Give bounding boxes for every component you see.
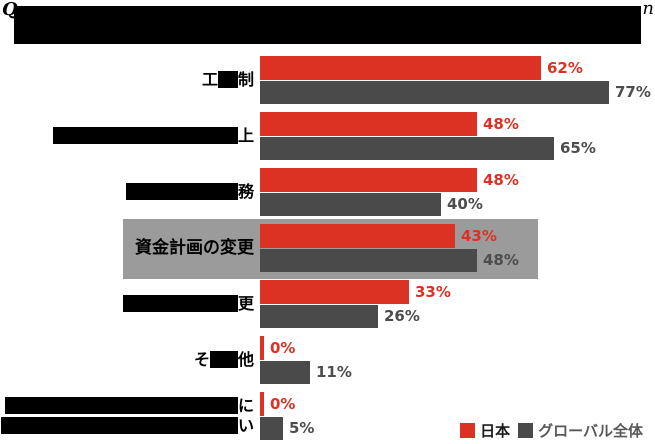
- label-redaction-box: [52, 127, 238, 144]
- global-line: 26%: [260, 305, 655, 328]
- category-label-text: 更: [237, 294, 254, 313]
- global-bar: [260, 81, 609, 104]
- japan-bar: [260, 392, 264, 416]
- chart-row-0: 工制 62% 77%: [0, 56, 655, 104]
- japan-value: 62%: [547, 58, 583, 77]
- japan-value: 48%: [483, 114, 519, 133]
- category-label-text: に: [237, 396, 254, 415]
- label-redaction-box: [0, 417, 238, 434]
- category-label-text: 上: [237, 126, 254, 145]
- japan-line: 0%: [260, 392, 655, 416]
- japan-value: 0%: [270, 394, 296, 413]
- chart-row-4: 更 33% 26%: [0, 280, 655, 328]
- bar-group: 62% 77%: [260, 56, 655, 104]
- global-bar: [260, 193, 441, 216]
- chart-title: Q n: [0, 0, 655, 50]
- global-value: 11%: [316, 363, 352, 381]
- category-label-text: 務: [237, 182, 254, 201]
- category-label-text: い: [237, 416, 254, 435]
- label-redaction-box: [209, 351, 238, 368]
- category-label: 更: [0, 294, 260, 314]
- global-value: 40%: [447, 195, 483, 213]
- japan-bar: [260, 280, 409, 304]
- japan-bar: [260, 224, 455, 248]
- category-label: 務: [0, 182, 260, 202]
- bar-group: 48% 40%: [260, 168, 655, 216]
- legend-global-label: グローバル全体: [538, 422, 643, 440]
- global-bar: [260, 249, 477, 272]
- label-redaction-box: [4, 397, 238, 414]
- category-label-text: 制: [237, 70, 254, 89]
- legend-japan-swatch: [460, 423, 476, 438]
- chart-row-5: そ他 0% 11%: [0, 336, 655, 384]
- japan-line: 48%: [260, 112, 655, 136]
- label-redaction-box: [217, 71, 238, 88]
- japan-value: 0%: [270, 338, 296, 357]
- global-line: 11%: [260, 361, 655, 384]
- japan-value: 43%: [461, 226, 497, 245]
- japan-value: 48%: [483, 170, 519, 189]
- category-label: にい: [0, 396, 260, 436]
- japan-bar: [260, 112, 477, 136]
- category-label: 上: [0, 126, 260, 146]
- category-label-line: 更: [0, 294, 254, 314]
- category-label-line: 上: [0, 126, 254, 146]
- bar-group: 0% 5%: [260, 392, 655, 440]
- category-label-line: に: [0, 396, 254, 416]
- japan-line: 0%: [260, 336, 655, 360]
- japan-line: 43%: [260, 224, 655, 248]
- category-label-line: い: [0, 416, 254, 436]
- category-label-text: 工: [201, 70, 218, 89]
- category-label: 工制: [0, 70, 260, 90]
- bar-group: 43% 48%: [260, 224, 655, 272]
- global-value: 5%: [289, 419, 315, 437]
- label-redaction-box: [125, 183, 238, 200]
- japan-line: 33%: [260, 280, 655, 304]
- bar-group: 48% 65%: [260, 112, 655, 160]
- bar-group: 0% 11%: [260, 336, 655, 384]
- global-bar: [260, 305, 378, 328]
- legend-global-swatch: [518, 423, 534, 438]
- category-label: そ他: [0, 350, 260, 370]
- global-value: 77%: [615, 83, 651, 101]
- category-label-line: 務: [0, 182, 254, 202]
- label-redaction-box: [122, 295, 238, 312]
- bar-group: 33% 26%: [260, 280, 655, 328]
- japan-bar: [260, 168, 477, 192]
- japan-value: 33%: [415, 282, 451, 301]
- legend: 日本 グローバル全体: [460, 420, 651, 441]
- global-line: 5%: [260, 417, 655, 440]
- japan-line: 48%: [260, 168, 655, 192]
- category-label: 資金計画の変更: [0, 238, 260, 258]
- japan-bar: [260, 56, 541, 80]
- japan-line: 62%: [260, 56, 655, 80]
- category-label-text: 他: [237, 350, 254, 369]
- legend-japan-label: 日本: [480, 422, 511, 440]
- global-bar: [260, 417, 283, 440]
- global-line: 65%: [260, 137, 655, 160]
- global-line: 40%: [260, 193, 655, 216]
- global-value: 48%: [483, 251, 519, 269]
- category-label-line: 工制: [0, 70, 254, 90]
- category-label-text: 資金計画の変更: [135, 238, 254, 258]
- global-bar: [260, 361, 310, 384]
- title-visible-start: Q: [2, 0, 18, 20]
- chart-row-2: 務 48% 40%: [0, 168, 655, 216]
- chart-row-6: にい 0% 5%: [0, 392, 655, 440]
- category-label-line: そ他: [0, 350, 254, 370]
- title-visible-end: n: [642, 0, 654, 19]
- global-bar: [260, 137, 554, 160]
- category-label-text: そ: [193, 350, 210, 369]
- global-value: 65%: [560, 139, 596, 157]
- bar-rows: 工制 62% 77% 上 48% 65% 務 48% 40% 資金計画の変更 43% 48% 更 33% 2…: [0, 50, 655, 440]
- title-redaction-box: [14, 6, 641, 44]
- japan-bar: [260, 336, 264, 360]
- global-value: 26%: [384, 307, 420, 325]
- global-line: 48%: [260, 249, 655, 272]
- category-label-line: 資金計画の変更: [0, 238, 254, 258]
- global-line: 77%: [260, 81, 655, 104]
- chart-row-3: 資金計画の変更 43% 48%: [0, 219, 655, 279]
- chart-row-1: 上 48% 65%: [0, 112, 655, 160]
